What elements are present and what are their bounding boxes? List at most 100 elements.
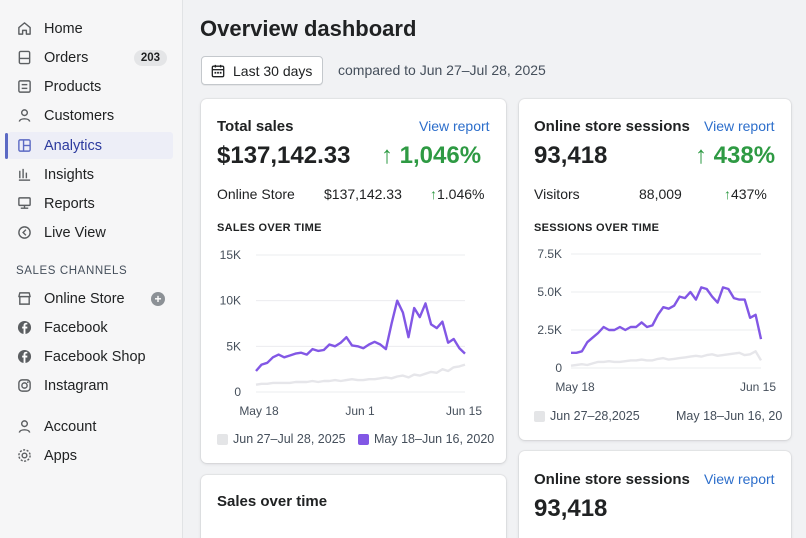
online-store-sessions-card: Online store sessions View report 93,418… <box>519 99 791 440</box>
x-tick-label: May 18 <box>555 380 595 394</box>
x-tick-label: Jun 1 <box>345 404 375 418</box>
total-sales-delta: ↑ 1,046% <box>381 142 482 169</box>
sidebar-item-live-view[interactable]: Live View <box>8 219 173 246</box>
orders-icon <box>16 50 32 66</box>
sales-over-time-card: Sales over time <box>201 475 506 538</box>
active-indicator <box>5 133 8 159</box>
legend-item-current: May 18–Jun 16, 20 <box>676 409 782 423</box>
legend-swatch <box>358 433 369 445</box>
y-tick-label: 7.5K <box>537 247 562 261</box>
legend-swatch <box>534 410 545 422</box>
chart-title: SESSIONS OVER TIME <box>534 222 660 234</box>
online-store-sessions-card-2: Online store sessions View report 93,418 <box>519 451 791 538</box>
y-tick-label: 10K <box>220 294 241 308</box>
sidebar-item-apps[interactable]: Apps <box>8 442 173 469</box>
online-store-delta: ↑1.046% <box>430 186 484 202</box>
total-sales-card: Total sales View report $137,142.33 ↑ 1,… <box>201 99 506 463</box>
visitors-label: Visitors <box>534 186 580 202</box>
sidebar-item-insights[interactable]: Insights <box>8 161 173 188</box>
main-content: Overview dashboard Last 30 days compared… <box>184 0 806 538</box>
legend-label: May 18–Jun 16, 2020 <box>374 432 495 446</box>
card-title: Sales over time <box>217 493 328 510</box>
sidebar-item-orders[interactable]: Orders 203 <box>8 44 173 71</box>
legend-item-current: May 18–Jun 16, 2020 <box>358 432 494 446</box>
y-tick-label: 0 <box>234 385 241 399</box>
legend-label: Jun 27–28,2025 <box>550 409 640 423</box>
sidebar-item-label: Facebook <box>44 319 108 336</box>
page-title: Overview dashboard <box>200 16 417 41</box>
view-report-link[interactable]: View report <box>419 118 490 134</box>
sessions-chart: 7.5K 5.0K 2.5K 0 May 18 Jun 15 <box>537 247 776 394</box>
sidebar-item-analytics[interactable]: Analytics <box>8 132 173 159</box>
x-tick-label: May 18 <box>239 404 279 418</box>
sidebar-item-facebook[interactable]: Facebook <box>8 314 173 341</box>
online-store-delta-value: 1.046% <box>437 186 485 202</box>
visitors-value: 88,009 <box>639 186 682 202</box>
legend-label: Jun 27–Jul 28, 2025 <box>233 432 346 446</box>
sidebar-item-products[interactable]: Products <box>8 73 173 100</box>
visitors-delta-value: 437% <box>731 186 767 202</box>
home-icon <box>16 21 32 37</box>
card-title: Online store sessions <box>534 471 690 488</box>
legend-item-previous: Jun 27–28,2025 <box>534 409 640 423</box>
live-view-icon <box>16 225 32 241</box>
chart-title: SALES OVER TIME <box>217 222 322 234</box>
analytics-icon <box>16 138 32 154</box>
sidebar-item-home[interactable]: Home <box>8 15 173 42</box>
sidebar-item-label: Customers <box>44 107 115 124</box>
reports-icon <box>16 196 32 212</box>
sidebar-item-online-store[interactable]: Online Store + <box>8 285 173 312</box>
apps-icon <box>16 448 32 464</box>
customers-icon <box>16 108 32 124</box>
add-channel-icon[interactable]: + <box>151 291 165 306</box>
sidebar-item-account[interactable]: Account <box>8 413 173 440</box>
sessions-value: 93,418 <box>534 142 608 169</box>
x-tick-label: Jun 15 <box>740 380 776 394</box>
series-line-previous <box>255 363 466 386</box>
online-store-value: $137,142.33 <box>324 186 402 202</box>
sidebar-item-label: Analytics <box>44 137 103 154</box>
facebook-icon <box>16 349 32 365</box>
view-report-link[interactable]: View report <box>704 471 775 487</box>
sidebar-item-label: Apps <box>44 447 78 464</box>
products-icon <box>16 79 32 95</box>
orders-count-badge: 203 <box>133 49 167 66</box>
sidebar-item-label: Live View <box>44 224 106 241</box>
series-line-current <box>571 286 763 355</box>
legend-swatch <box>217 433 228 445</box>
visitors-delta: ↑437% <box>724 186 767 202</box>
sidebar-item-instagram[interactable]: Instagram <box>8 372 173 399</box>
sidebar-item-label: Instagram <box>44 377 109 394</box>
card-title: Total sales <box>217 118 294 135</box>
y-tick-label: 15K <box>220 248 241 262</box>
sidebar-item-label: Online Store <box>44 290 125 307</box>
online-store-label: Online Store <box>217 186 295 202</box>
date-range-button[interactable]: Last 30 days <box>201 56 323 85</box>
sidebar-item-reports[interactable]: Reports <box>8 190 173 217</box>
store-icon <box>16 291 32 307</box>
date-range-label: Last 30 days <box>233 62 313 79</box>
y-tick-label: 5K <box>226 339 241 353</box>
sidebar-item-label: Account <box>44 418 97 435</box>
sidebar-item-facebook-shop[interactable]: Facebook Shop <box>8 343 173 370</box>
series-line-previous <box>570 350 763 367</box>
y-tick-label: 5.0K <box>537 285 562 299</box>
sales-chart: 15K 10K 5K 0 May 18 Jun 1 Jun 15 <box>220 248 483 418</box>
view-report-link[interactable]: View report <box>704 118 775 134</box>
arrow-up-icon: ↑ <box>724 186 731 202</box>
facebook-icon <box>16 320 32 336</box>
y-tick-label: 0 <box>555 361 562 375</box>
sidebar-item-customers[interactable]: Customers <box>8 102 173 129</box>
sidebar-item-label: Home <box>44 20 83 37</box>
sales-channels-heading: SALES CHANNELS <box>16 265 128 277</box>
y-tick-label: 2.5K <box>537 323 562 337</box>
comparison-text: compared to Jun 27–Jul 28, 2025 <box>338 62 546 78</box>
card-title: Online store sessions <box>534 118 690 135</box>
x-tick-label: Jun 15 <box>446 404 482 418</box>
total-sales-value: $137,142.33 <box>217 142 351 169</box>
legend-item-previous: Jun 27–Jul 28, 2025 <box>217 432 346 446</box>
legend-label: May 18–Jun 16, 20 <box>676 409 783 423</box>
sessions-delta: ↑ 438% <box>695 142 776 169</box>
sidebar-item-label: Reports <box>44 195 95 212</box>
series-line-current <box>255 299 466 372</box>
